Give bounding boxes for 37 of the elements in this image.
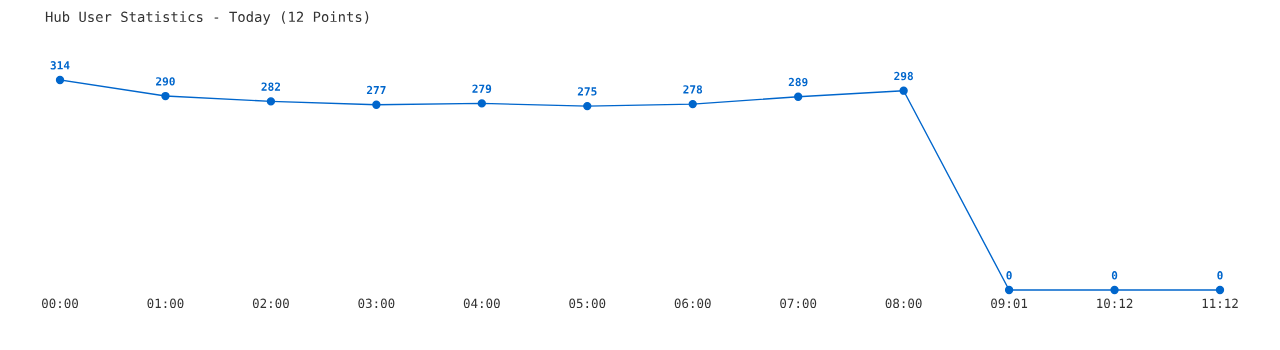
point — [372, 100, 381, 109]
x-tick-label: 11:12 — [1202, 298, 1238, 308]
data-label: 298 — [894, 71, 913, 81]
x-tick-label: 05:00 — [569, 298, 606, 309]
x-tick-label: 07:00 — [780, 298, 817, 309]
point — [1110, 285, 1119, 295]
data-label: 290 — [156, 77, 175, 86]
point — [583, 101, 592, 111]
data-label: 0 — [1217, 271, 1223, 280]
data-label: 277 — [366, 85, 386, 95]
x-tick-label: 08:00 — [885, 298, 922, 309]
point — [688, 99, 697, 109]
point — [55, 75, 65, 85]
x-tick-label: 10:12 — [1097, 298, 1133, 309]
x-tick-label: 00:00 — [42, 298, 78, 309]
point — [477, 99, 486, 108]
data-label: 314 — [50, 61, 70, 70]
data-label: 0 — [1111, 271, 1118, 280]
x-tick-label: 01:00 — [147, 298, 184, 309]
x-tick-label: 09:01 — [991, 298, 1028, 309]
point — [1215, 285, 1225, 295]
data-label: 279 — [472, 84, 492, 93]
x-tick-label: 02:00 — [252, 298, 289, 309]
chart-title: Hub User Statistics - Today (12 Points) — [45, 11, 369, 25]
data-label: 275 — [577, 87, 597, 96]
point — [794, 92, 803, 101]
data-label: 289 — [788, 77, 808, 87]
x-tick-label: 06:00 — [674, 298, 711, 309]
point — [266, 97, 276, 106]
x-tick-label: 04:00 — [463, 298, 500, 309]
data-label: 282 — [261, 82, 281, 91]
point — [1004, 285, 1014, 295]
point — [899, 86, 908, 95]
point — [161, 91, 170, 101]
data-label: 278 — [683, 85, 703, 94]
data-label: 0 — [1006, 271, 1012, 280]
x-tick-label: 03:00 — [358, 298, 395, 309]
